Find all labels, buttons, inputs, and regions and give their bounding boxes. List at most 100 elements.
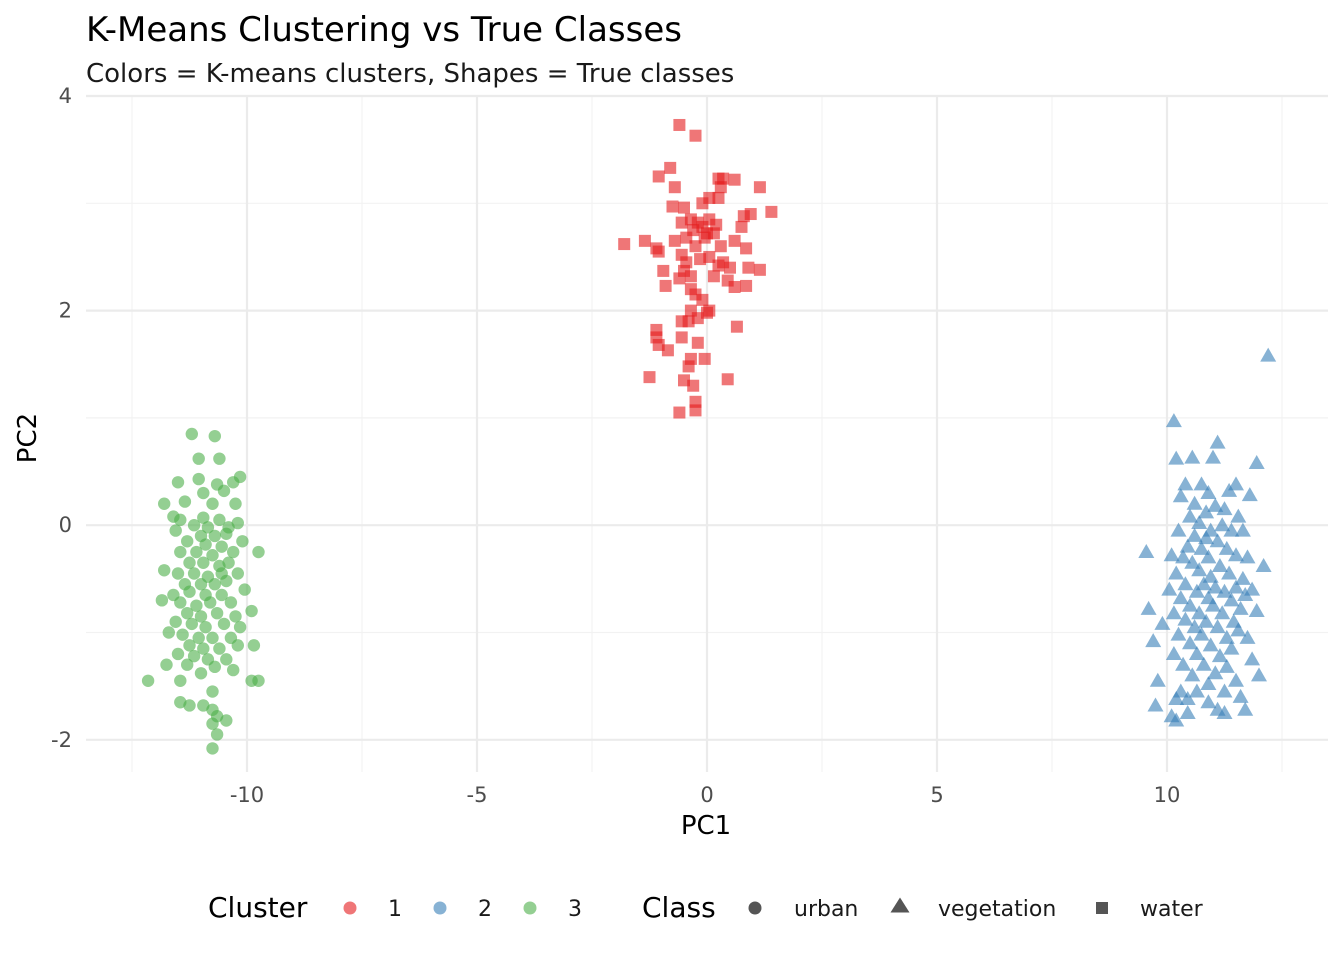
data-point-urban xyxy=(206,685,219,698)
data-point-water xyxy=(657,264,670,277)
data-point-vegetation xyxy=(1193,540,1210,555)
data-point-urban xyxy=(233,470,247,484)
data-point-vegetation xyxy=(1209,533,1226,548)
data-point-vegetation xyxy=(1255,557,1272,572)
data-point-vegetation xyxy=(1154,615,1171,630)
data-point-urban xyxy=(208,578,221,591)
data-point-vegetation xyxy=(1191,515,1208,530)
data-point-vegetation xyxy=(1209,434,1226,449)
data-point-urban xyxy=(227,663,240,677)
data-point-vegetation xyxy=(1179,691,1196,706)
data-point-vegetation xyxy=(1191,562,1208,577)
data-point-urban xyxy=(206,742,219,755)
legend: Cluster 1 2 3 Class urban vegetation wat… xyxy=(208,891,1204,924)
data-point-urban xyxy=(174,545,187,559)
data-point-water xyxy=(675,331,688,344)
data-point-urban xyxy=(192,631,205,645)
data-point-vegetation xyxy=(1184,667,1201,682)
data-point-vegetation xyxy=(1168,450,1185,465)
data-point-urban xyxy=(208,429,221,443)
data-point-water xyxy=(668,234,681,247)
data-point-vegetation xyxy=(1182,635,1198,650)
data-point-vegetation xyxy=(1195,656,1212,671)
data-point-vegetation xyxy=(1216,501,1233,516)
data-point-water xyxy=(678,201,690,214)
data-point-vegetation xyxy=(1168,565,1185,580)
data-point-water xyxy=(643,371,656,384)
data-point-vegetation xyxy=(1218,540,1235,555)
data-point-urban xyxy=(197,556,210,569)
data-point-water xyxy=(703,250,716,263)
legend-class-vegetation-label: vegetation xyxy=(938,897,1056,922)
data-point-urban xyxy=(206,717,219,730)
data-point-vegetation xyxy=(1202,637,1219,652)
data-point-vegetation xyxy=(1214,517,1231,532)
data-point-water xyxy=(735,220,748,233)
data-point-urban xyxy=(199,538,212,551)
data-point-vegetation xyxy=(1223,640,1240,655)
data-point-vegetation xyxy=(1241,487,1258,502)
y-axis-title: PC2 xyxy=(13,413,43,463)
data-point-urban xyxy=(174,596,187,609)
data-point-water xyxy=(675,248,688,261)
data-point-water xyxy=(728,173,741,186)
data-point-urban xyxy=(174,674,187,687)
data-point-vegetation xyxy=(1216,704,1233,719)
data-point-water xyxy=(638,234,651,247)
data-point-vegetation xyxy=(1188,683,1205,698)
data-point-vegetation xyxy=(1191,605,1208,620)
y-axis-ticks: -2 0 2 4 xyxy=(51,84,72,752)
data-point-urban xyxy=(187,567,201,580)
data-point-vegetation xyxy=(1193,626,1210,641)
data-point-vegetation xyxy=(1140,600,1157,615)
x-tick-label: 10 xyxy=(1154,783,1181,807)
data-point-urban xyxy=(220,574,233,588)
legend-cluster-2-label: 2 xyxy=(478,897,492,922)
data-point-vegetation xyxy=(1244,651,1261,666)
data-point-urban xyxy=(231,639,244,652)
data-point-water xyxy=(724,261,736,274)
data-point-water xyxy=(696,197,709,210)
data-point-urban xyxy=(181,535,194,548)
data-point-vegetation xyxy=(1260,347,1277,362)
data-point-urban xyxy=(213,452,226,465)
data-point-vegetation xyxy=(1230,508,1247,523)
data-point-urban xyxy=(185,427,198,441)
legend-cluster-3-label: 3 xyxy=(568,897,582,922)
data-point-vegetation xyxy=(1218,629,1235,644)
data-point-urban xyxy=(222,556,235,569)
x-axis-title: PC1 xyxy=(681,811,731,841)
data-point-water xyxy=(698,352,711,365)
data-point-urban xyxy=(231,567,244,580)
data-point-water xyxy=(678,374,690,387)
data-point-vegetation xyxy=(1182,508,1198,523)
data-point-urban xyxy=(236,535,249,548)
data-point-water xyxy=(666,200,679,213)
data-point-urban xyxy=(229,497,242,510)
data-point-vegetation xyxy=(1216,583,1233,598)
data-point-urban xyxy=(224,596,238,609)
data-point-urban xyxy=(220,527,233,540)
data-point-vegetation xyxy=(1248,454,1265,469)
data-point-urban xyxy=(210,606,224,620)
data-point-vegetation xyxy=(1175,656,1192,671)
data-point-urban xyxy=(233,620,247,634)
data-point-vegetation xyxy=(1172,590,1189,605)
data-point-water xyxy=(689,240,702,253)
data-point-vegetation xyxy=(1149,672,1166,687)
data-point-urban xyxy=(215,540,228,553)
data-point-urban xyxy=(194,667,208,680)
legend-cluster-3-key xyxy=(523,901,537,915)
data-point-urban xyxy=(213,513,226,527)
data-point-vegetation xyxy=(1232,688,1249,703)
data-point-water xyxy=(659,279,672,292)
data-point-vegetation xyxy=(1193,476,1210,491)
legend-class-urban-label: urban xyxy=(794,897,858,922)
data-point-water xyxy=(707,270,720,283)
data-point-vegetation xyxy=(1165,645,1182,660)
data-point-urban xyxy=(183,585,196,598)
data-point-water xyxy=(740,279,753,292)
data-point-urban xyxy=(213,642,226,655)
data-point-water xyxy=(682,315,695,328)
data-point-urban xyxy=(171,647,185,661)
